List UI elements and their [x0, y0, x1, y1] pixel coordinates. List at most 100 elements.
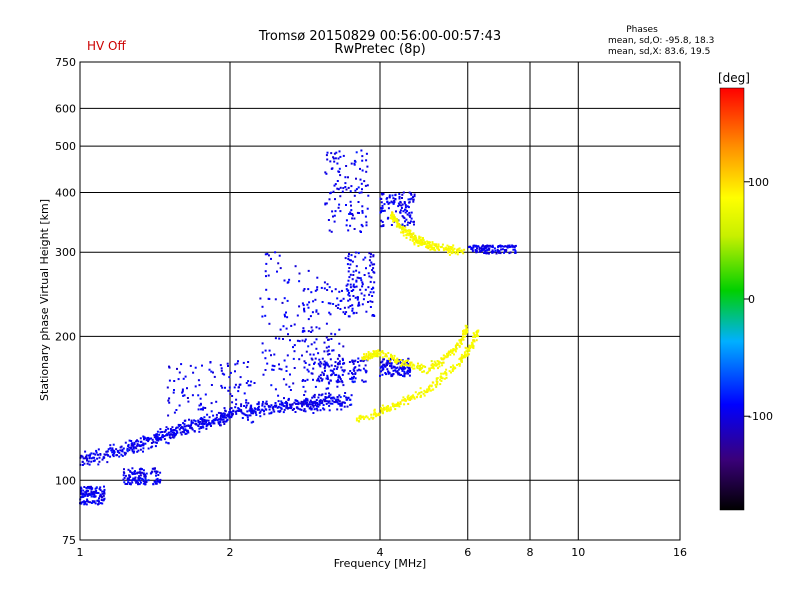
data-point	[406, 232, 409, 235]
data-point	[302, 304, 305, 307]
data-point	[364, 256, 367, 259]
data-point	[434, 364, 437, 367]
data-point	[449, 366, 452, 369]
data-point	[409, 362, 412, 365]
data-point	[361, 281, 364, 284]
data-point	[393, 201, 396, 203]
data-point	[415, 239, 418, 242]
data-point	[329, 393, 332, 396]
data-point	[85, 493, 88, 496]
data-point	[323, 287, 326, 290]
data-point	[512, 245, 515, 248]
data-point	[410, 234, 413, 237]
data-point	[410, 193, 413, 196]
data-point	[315, 407, 318, 410]
data-point	[359, 414, 362, 417]
data-point	[351, 217, 354, 220]
data-point	[334, 157, 337, 160]
data-point	[408, 366, 411, 369]
data-point	[362, 258, 365, 261]
data-point	[391, 216, 394, 219]
data-point	[343, 401, 346, 404]
data-point	[315, 347, 318, 350]
data-point	[92, 492, 95, 495]
data-point	[319, 374, 322, 377]
data-point	[452, 364, 455, 367]
data-point	[318, 327, 321, 330]
data-point	[334, 210, 337, 213]
data-point	[212, 422, 215, 425]
data-point	[355, 188, 358, 191]
data-point	[352, 381, 355, 384]
data-point	[221, 386, 224, 389]
data-point	[219, 418, 222, 421]
data-point	[142, 478, 145, 481]
y-tick-label: 600	[55, 102, 76, 115]
data-point	[358, 212, 360, 214]
data-point	[464, 330, 467, 333]
data-point	[285, 327, 288, 330]
data-point	[381, 369, 384, 372]
data-point	[395, 370, 398, 373]
data-point	[203, 419, 206, 422]
data-point	[341, 190, 344, 193]
data-point	[262, 400, 264, 403]
data-point	[423, 241, 426, 244]
data-point	[347, 396, 350, 399]
data-point	[335, 151, 338, 154]
data-point	[227, 389, 230, 392]
data-point	[454, 251, 457, 254]
scatter-points	[79, 149, 517, 506]
data-point	[348, 276, 351, 279]
data-point	[396, 357, 399, 360]
data-point	[383, 203, 386, 206]
x-axis-label: Frequency [MHz]	[334, 557, 426, 570]
data-point	[230, 411, 233, 414]
data-point	[111, 453, 114, 456]
data-point	[388, 362, 391, 364]
data-point	[277, 400, 280, 403]
data-point	[428, 245, 431, 248]
data-point	[388, 195, 391, 198]
data-point	[194, 420, 197, 423]
data-point	[447, 245, 450, 248]
data-point	[345, 396, 348, 399]
data-point	[142, 473, 145, 476]
data-point	[434, 383, 437, 386]
data-point	[324, 392, 327, 395]
data-point	[168, 397, 171, 400]
data-point	[168, 401, 171, 404]
data-point	[412, 196, 414, 199]
data-point	[410, 197, 413, 200]
data-point	[118, 451, 121, 454]
data-point	[194, 366, 197, 369]
data-point	[119, 449, 122, 452]
data-point	[327, 338, 329, 341]
data-point	[142, 447, 145, 450]
data-point	[367, 194, 370, 197]
data-point	[414, 391, 417, 394]
data-point	[337, 303, 340, 306]
data-point	[209, 361, 212, 364]
data-point	[387, 202, 390, 205]
data-point	[446, 352, 449, 355]
data-point	[126, 478, 129, 481]
data-point	[221, 418, 224, 421]
data-point	[230, 407, 233, 410]
data-point	[336, 366, 339, 369]
data-point	[87, 486, 90, 489]
data-point	[227, 365, 229, 367]
data-point	[213, 375, 216, 378]
data-point	[345, 188, 348, 191]
data-point	[357, 301, 360, 304]
data-point	[409, 399, 412, 401]
data-point	[429, 389, 432, 392]
data-point	[413, 243, 416, 246]
data-point	[126, 477, 129, 480]
data-point	[381, 350, 384, 353]
data-point	[350, 403, 353, 406]
data-point	[351, 260, 354, 263]
data-point	[106, 450, 109, 453]
data-point	[357, 252, 360, 255]
data-point	[234, 406, 237, 409]
